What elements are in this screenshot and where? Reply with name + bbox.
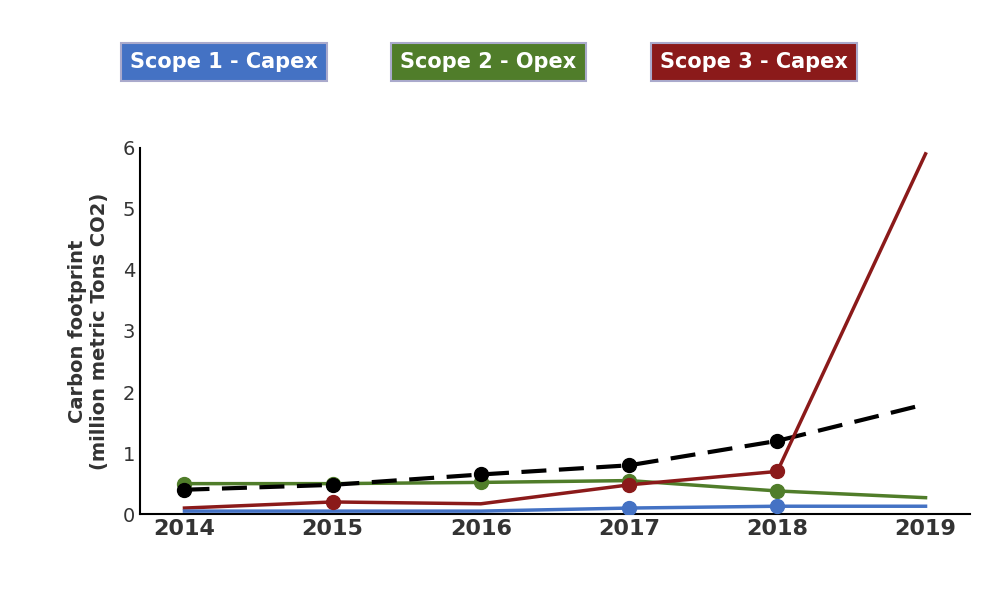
Text: Scope 3 - Capex: Scope 3 - Capex (660, 52, 848, 72)
Y-axis label: Carbon footprint
(million metric Tons CO2): Carbon footprint (million metric Tons CO… (68, 192, 109, 470)
Text: Scope 2 - Opex: Scope 2 - Opex (400, 52, 576, 72)
Text: Scope 1 - Capex: Scope 1 - Capex (130, 52, 318, 72)
